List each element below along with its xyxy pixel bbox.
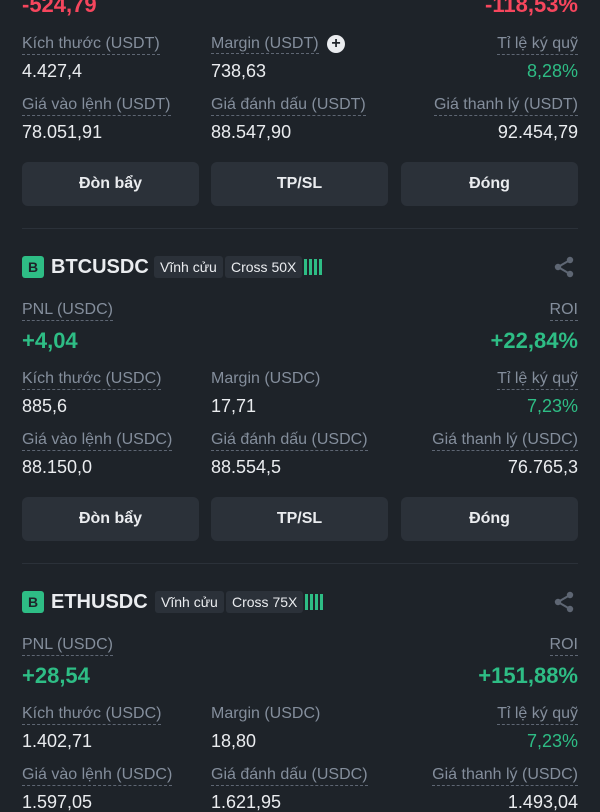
coin-badge: B [22,591,44,613]
mark-price-value: 1.621,95 [211,792,282,812]
entry-price-value: 88.150,0 [22,457,93,477]
entry-price-value: 1.597,05 [22,792,93,812]
coin-badge: B [22,256,44,278]
mark-price-label: Giá đánh dấu (USDC) [211,766,368,786]
size-label: Kích thước (USDC) [22,705,162,725]
leverage-button[interactable]: Đòn bẩy [22,497,199,541]
mark-price-label: Giá đánh dấu (USDC) [211,431,368,451]
margin-value: 18,80 [211,731,257,751]
liquidation-price-label: Giá thanh lý (USDT) [433,96,578,116]
leverage-tag: Cross 75X [226,591,304,613]
signal-bars-icon [305,594,323,610]
perpetual-tag: Vĩnh cửu [155,591,224,613]
roi-label: ROI [549,636,578,656]
pnl-label: PNL (USDC) [22,301,113,321]
close-position-button[interactable]: Đóng [401,497,578,541]
entry-price-label: Giá vào lệnh (USDC) [22,431,173,451]
margin-label: Margin (USDC) [211,705,321,722]
size-value: 4.427,4 [22,61,83,81]
margin-label-group: Margin (USDT) + [211,35,346,55]
mark-price-label: Giá đánh dấu (USDT) [211,96,366,116]
signal-bars-icon [304,259,322,275]
margin-ratio-value: 8,28% [526,61,578,81]
pnl-label: PNL (USDC) [22,636,113,656]
roi-value: +151,88% [478,663,578,688]
liquidation-price-label: Giá thanh lý (USDC) [432,431,578,451]
entry-price-value: 78.051,91 [22,122,103,142]
pnl-value: +28,54 [22,663,90,688]
entry-price-label: Giá vào lệnh (USDT) [22,96,171,116]
margin-value: 738,63 [211,61,267,81]
leverage-button[interactable]: Đòn bẩy [22,162,199,206]
margin-ratio-value: 7,23% [526,731,578,751]
mark-price-value: 88.547,90 [211,122,292,142]
divider [22,228,578,229]
margin-label: Margin (USDT) [211,35,319,55]
share-icon[interactable] [552,590,576,614]
size-value: 885,6 [22,396,68,416]
size-label: Kích thước (USDT) [22,35,160,55]
entry-price-label: Giá vào lệnh (USDC) [22,766,173,786]
margin-ratio-label: Tỉ lệ ký quỹ [497,35,578,55]
tpsl-button[interactable]: TP/SL [211,497,388,541]
size-value: 1.402,71 [22,731,93,751]
add-margin-icon[interactable]: + [327,35,346,53]
margin-ratio-label: Tỉ lệ ký quỹ [497,705,578,725]
margin-ratio-value: 7,23% [526,396,578,416]
roi-value: +22,84% [490,328,578,353]
margin-ratio-label: Tỉ lệ ký quỹ [497,370,578,390]
roi-value: -118,53% [485,0,578,17]
roi-label: ROI [549,301,578,321]
size-label: Kích thước (USDC) [22,370,162,390]
perpetual-tag: Vĩnh cửu [154,256,223,278]
symbol-name[interactable]: BTCUSDC [51,256,149,278]
pnl-value: -524,79 [22,0,97,17]
liquidation-price-value: 76.765,3 [507,457,578,477]
share-icon[interactable] [552,255,576,279]
symbol-name[interactable]: ETHUSDC [51,591,148,613]
divider [22,563,578,564]
liquidation-price-value: 1.493,04 [507,792,578,812]
margin-value: 17,71 [211,396,257,416]
tpsl-button[interactable]: TP/SL [211,162,388,206]
liquidation-price-value: 92.454,79 [497,122,578,142]
mark-price-value: 88.554,5 [211,457,282,477]
leverage-tag: Cross 50X [225,256,303,278]
liquidation-price-label: Giá thanh lý (USDC) [432,766,578,786]
margin-label: Margin (USDC) [211,370,321,387]
pnl-value: +4,04 [22,328,78,353]
close-position-button[interactable]: Đóng [401,162,578,206]
